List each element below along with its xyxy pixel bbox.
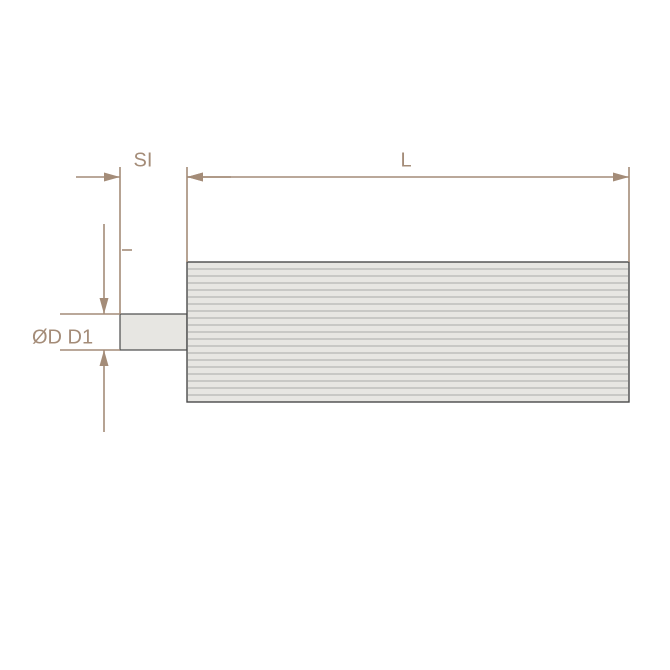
part-body — [187, 262, 629, 402]
label-si: SI — [134, 149, 153, 171]
label-d: ØD D1 — [32, 326, 93, 348]
label-l: L — [400, 149, 411, 171]
part-stub — [120, 314, 187, 350]
